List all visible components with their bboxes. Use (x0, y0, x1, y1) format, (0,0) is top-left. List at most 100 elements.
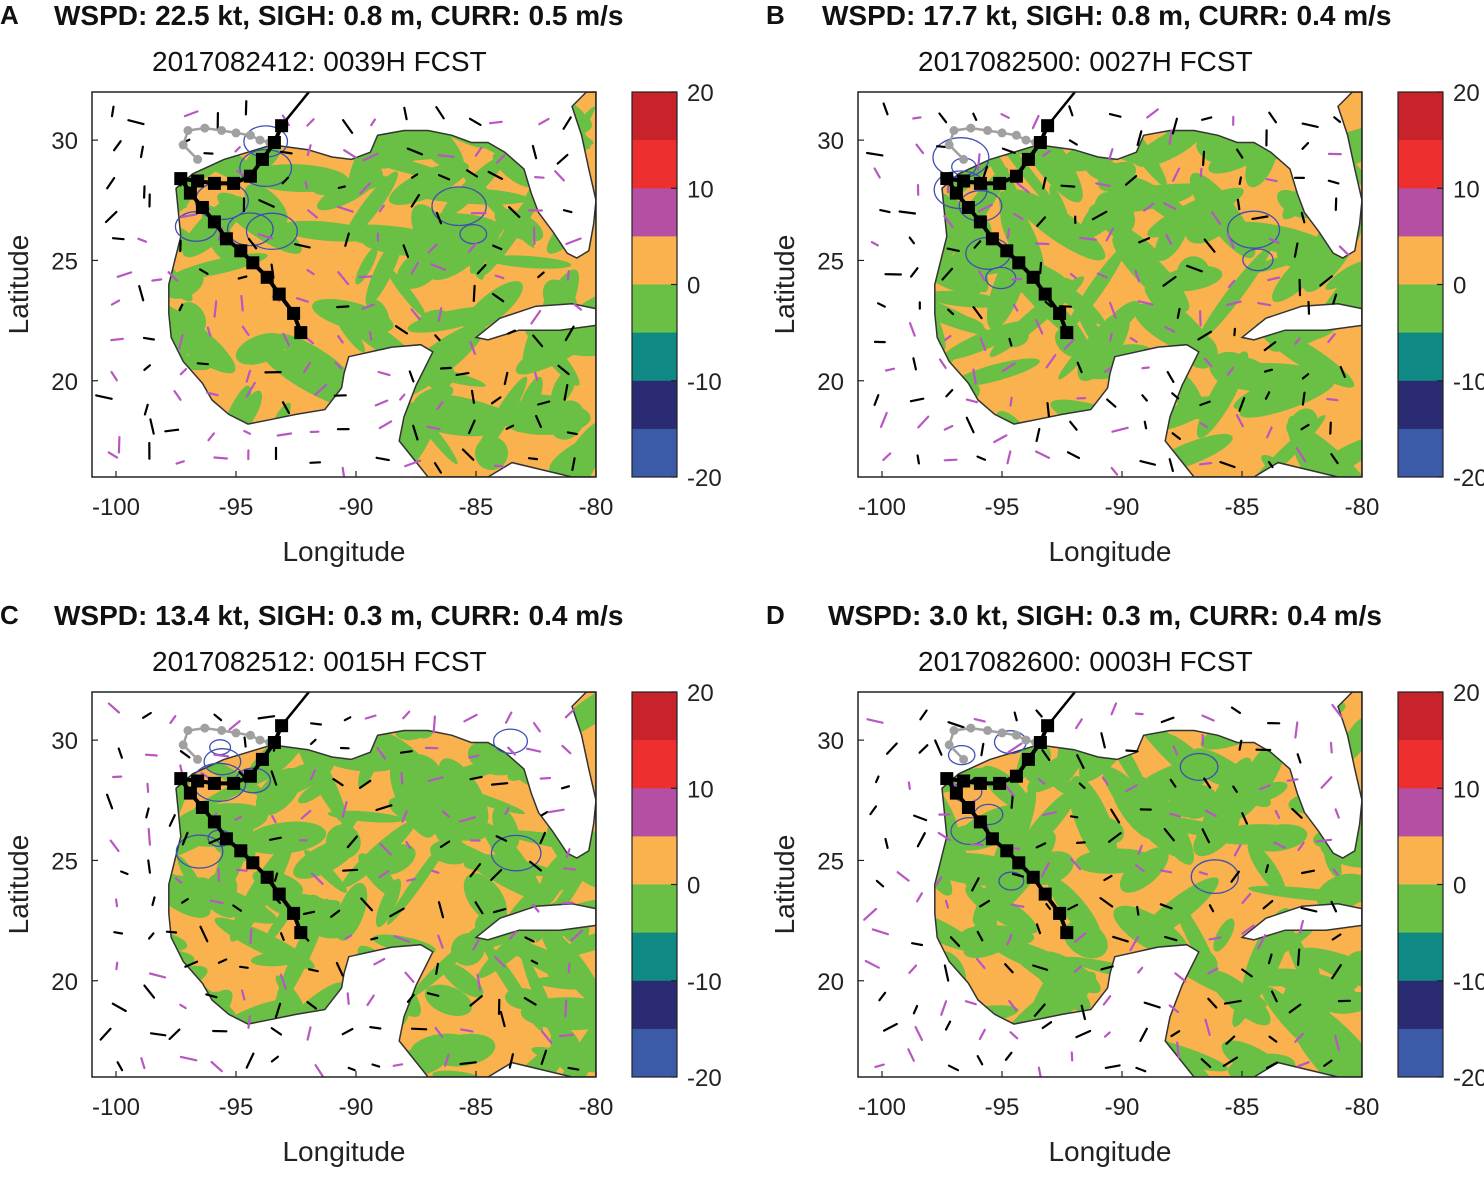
colorbar-tick-label: 0 (687, 273, 700, 300)
forecast-track-point (940, 772, 953, 785)
y-tick-label: 25 (51, 248, 78, 275)
colorbar-segment (1398, 333, 1443, 382)
vector-arrow (241, 296, 242, 311)
colorbar-segment (1398, 285, 1443, 334)
vector-arrow (240, 967, 248, 968)
vector-arrow (1040, 263, 1041, 273)
y-tick-label: 20 (817, 969, 844, 996)
colorbar-segment (632, 692, 677, 741)
map-figure: -100-95-90-85-80302520LongitudeLatitude2… (766, 0, 1484, 585)
x-tick-label: -90 (339, 1094, 374, 1121)
vector-arrow (1048, 403, 1049, 416)
vector-arrow (1201, 169, 1202, 177)
vector-arrow (1062, 186, 1075, 187)
vector-arrow (112, 107, 114, 117)
vector-arrow (474, 286, 475, 301)
forecast-track-point (227, 177, 240, 190)
forecast-track-point (268, 136, 281, 149)
forecast-track-point (220, 232, 233, 245)
vector-arrow (167, 932, 176, 933)
colorbar-tick-label: 10 (687, 176, 714, 203)
forecast-track-point (1027, 271, 1040, 284)
forecast-track-point (208, 177, 221, 190)
forecast-track-point (1034, 136, 1047, 149)
vector-arrow (251, 929, 252, 943)
vector-arrow (1288, 779, 1298, 780)
vector-arrow (945, 460, 957, 461)
x-tick-label: -85 (1225, 1094, 1260, 1121)
vector-arrow (337, 306, 348, 307)
forecast-track-point (196, 201, 209, 214)
vector-arrow (198, 363, 208, 364)
x-tick-label: -85 (459, 1094, 494, 1121)
vector-arrow (348, 993, 349, 1004)
forecast-track-point (220, 832, 233, 845)
colorbar-tick-label: -20 (687, 1065, 722, 1092)
forecast-track-point (1012, 856, 1025, 869)
forecast-track-point (273, 288, 286, 301)
observed-track-point (966, 724, 975, 733)
y-tick-label: 20 (51, 369, 78, 396)
vector-arrow (568, 271, 569, 280)
vector-arrow (1200, 311, 1201, 325)
vector-arrow (1331, 743, 1332, 753)
vector-arrow (401, 751, 412, 753)
observed-track-point (1022, 736, 1031, 745)
forecast-track-point (184, 187, 197, 200)
x-tick-label: -100 (858, 1094, 906, 1121)
vector-arrow (978, 154, 980, 170)
forecast-track-point (234, 844, 247, 857)
vector-arrow (1238, 200, 1239, 209)
x-tick-label: -100 (92, 494, 140, 521)
forecast-track-point (986, 232, 999, 245)
vector-arrow (148, 784, 149, 792)
observed-track-point (200, 124, 209, 133)
x-tick-label: -90 (1105, 494, 1140, 521)
vector-arrow (1234, 329, 1235, 335)
observed-track-point (1012, 731, 1021, 740)
colorbar-tick-label: 0 (1453, 873, 1466, 900)
observed-track-point (246, 731, 255, 740)
colorbar-tick-label: 20 (687, 80, 714, 107)
observed-track-point (200, 724, 209, 733)
observed-track-point (1022, 136, 1031, 145)
forecast-track-point (986, 832, 999, 845)
y-axis-label: Latitude (769, 835, 800, 935)
forecast-track-point (974, 777, 987, 790)
x-tick-label: -95 (985, 1094, 1020, 1121)
vector-arrow (909, 783, 910, 789)
colorbar-tick-label: -10 (1453, 969, 1484, 996)
colorbar-tick-label: -10 (1453, 369, 1484, 396)
y-tick-label: 30 (817, 128, 844, 155)
vector-arrow (1126, 751, 1137, 752)
vector-arrow (116, 900, 117, 907)
vector-arrow (237, 870, 247, 871)
vector-arrow (1060, 306, 1071, 307)
y-tick-label: 25 (817, 848, 844, 875)
colorbar-segment (1398, 836, 1443, 885)
vector-arrow (913, 117, 920, 118)
colorbar-segment (632, 788, 677, 837)
vector-arrow (1309, 302, 1310, 314)
vector-arrow (1177, 1043, 1178, 1058)
x-axis-label: Longitude (282, 536, 405, 567)
vector-arrow (119, 437, 120, 452)
forecast-track-point (196, 801, 209, 814)
map-figure: -100-95-90-85-80302520LongitudeLatitude2… (766, 600, 1484, 1185)
vector-arrow (1011, 398, 1012, 406)
colorbar-segment (1398, 981, 1443, 1030)
forecast-track-point (261, 871, 274, 884)
forecast-track-point (974, 815, 987, 828)
forecast-track-point (993, 777, 1006, 790)
panel-letter: B (766, 0, 785, 31)
observed-track-point (998, 128, 1007, 137)
vector-arrow (1327, 399, 1337, 400)
vector-arrow (146, 755, 157, 756)
observed-track-point (217, 726, 226, 735)
forecast-track-point (950, 787, 963, 800)
colorbar-tick-label: -10 (687, 969, 722, 996)
forecast-track-point (273, 888, 286, 901)
x-tick-label: -80 (579, 1094, 614, 1121)
colorbar-tick-label: 0 (687, 873, 700, 900)
observed-track-point (184, 726, 193, 735)
